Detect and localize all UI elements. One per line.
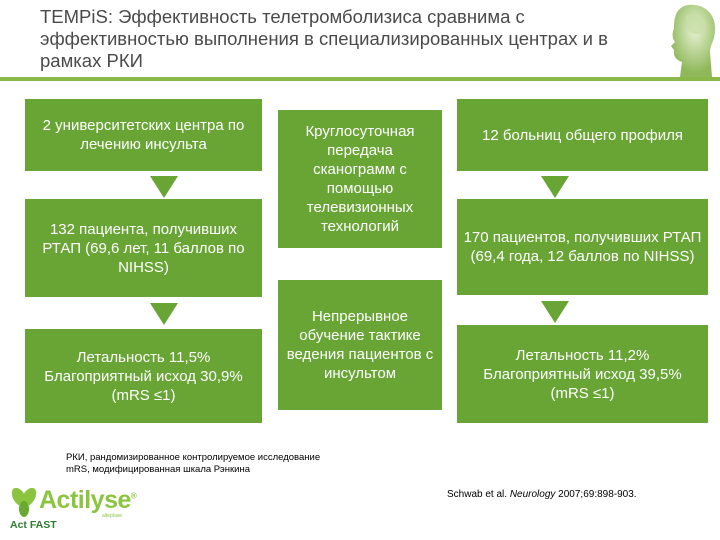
- reference: Schwab et al. Neurology 2007;69:898-903.: [447, 489, 637, 500]
- middle-box-training: Непрерывное обучение тактике ведения пац…: [278, 280, 442, 410]
- logo-tagline: Act FAST: [10, 519, 57, 531]
- note-mrs: mRS, модифицированная шкала Рэнкина: [66, 464, 251, 475]
- right-box-patients: 170 пациентов, получивших РТАП (69,4 год…: [457, 199, 708, 295]
- right-box-outcome: Летальность 11,2% Благоприятный исход 39…: [457, 325, 708, 423]
- right-arrow-1: [541, 176, 569, 198]
- left-box-patients: 132 пациента, получивших РТАП (69,6 лет,…: [25, 199, 262, 297]
- human-head-icon: [671, 4, 716, 77]
- note-rki: РКИ, рандомизированное контролируемое ис…: [66, 452, 321, 463]
- middle-box-telemedicine: Круглосуточная передача сканограмм с пом…: [278, 110, 442, 248]
- logo-wordmark: Actilyse®: [39, 486, 137, 514]
- left-box-centers: 2 университетских центра по лечению инсу…: [25, 99, 262, 171]
- logo-subtitle: alteplase: [102, 513, 123, 519]
- slide-title: TEMPiS: Эффективность телетромболизиса с…: [40, 6, 608, 71]
- left-arrow-2: [150, 303, 178, 325]
- right-box-hospitals: 12 больниц общего профиля: [457, 99, 708, 171]
- header-divider: [0, 77, 720, 81]
- left-arrow-1: [150, 176, 178, 198]
- abbreviation-notes: РКИ, рандомизированное контролируемое ис…: [66, 452, 320, 476]
- actilyse-logo: Actilyse® alteplase Act FAST: [10, 486, 140, 540]
- right-arrow-2: [541, 301, 569, 323]
- left-box-outcome: Летальность 11,5% Благоприятный исход 30…: [25, 329, 262, 423]
- actilyse-leaf-icon: [11, 487, 37, 517]
